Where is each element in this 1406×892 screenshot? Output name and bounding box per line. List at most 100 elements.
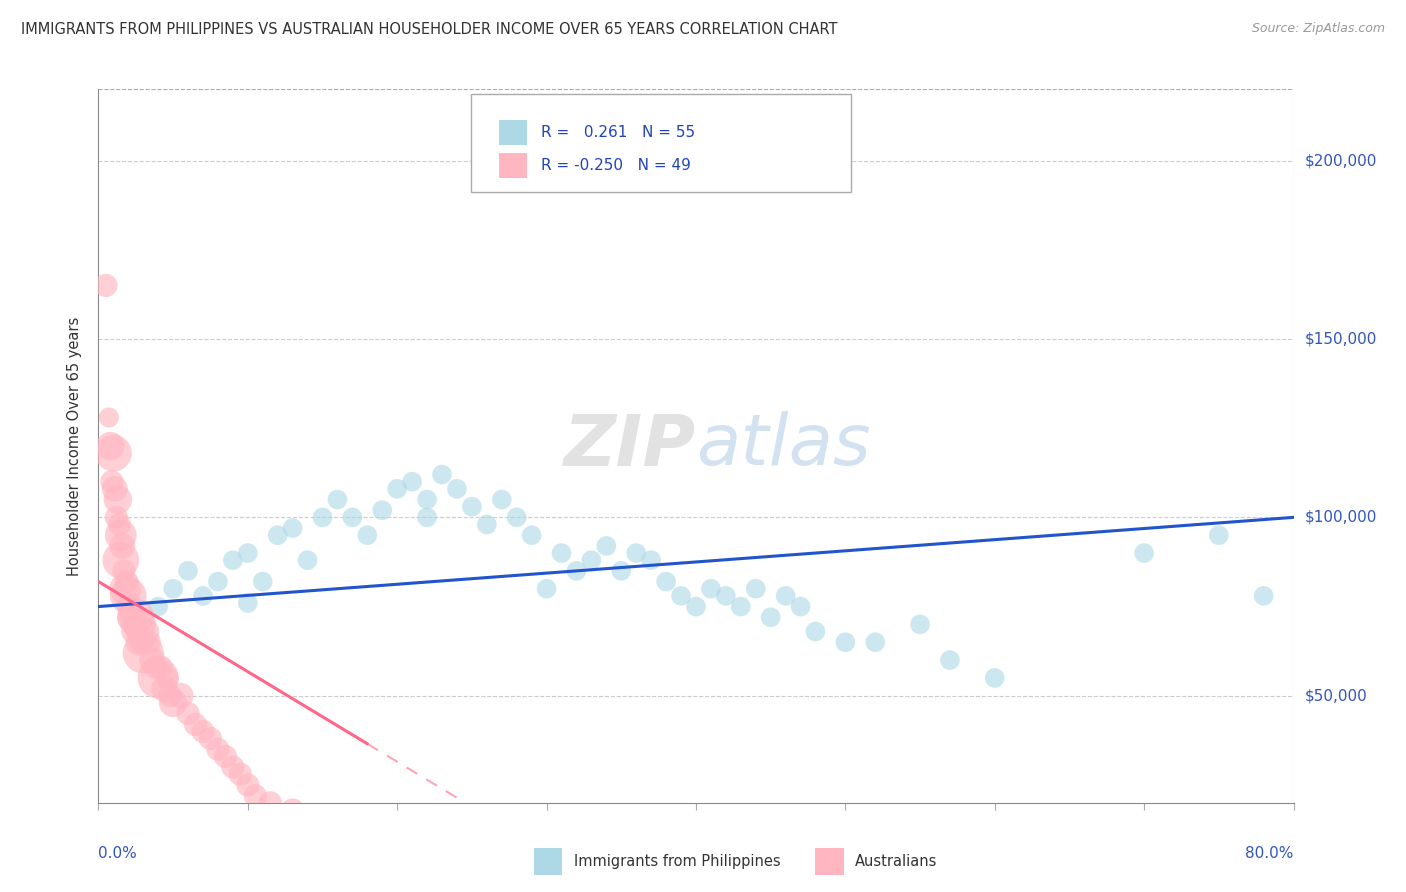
Point — [252, 574, 274, 589]
Point — [236, 596, 259, 610]
Point — [150, 660, 173, 674]
Point — [143, 660, 166, 674]
Point — [138, 635, 160, 649]
Point — [148, 671, 170, 685]
Point — [214, 749, 236, 764]
Point — [98, 439, 122, 453]
Point — [506, 510, 529, 524]
Point — [789, 599, 811, 614]
Text: $200,000: $200,000 — [1305, 153, 1376, 168]
Text: IMMIGRANTS FROM PHILIPPINES VS AUSTRALIAN HOUSEHOLDER INCOME OVER 65 YEARS CORRE: IMMIGRANTS FROM PHILIPPINES VS AUSTRALIA… — [21, 22, 838, 37]
Point — [153, 681, 176, 696]
Point — [222, 553, 245, 567]
Point — [700, 582, 723, 596]
Point — [94, 278, 117, 293]
Point — [245, 789, 267, 803]
Point — [416, 510, 439, 524]
Point — [640, 553, 662, 567]
Point — [236, 546, 259, 560]
Text: R = -0.250   N = 49: R = -0.250 N = 49 — [541, 158, 692, 172]
Point — [550, 546, 572, 560]
Text: $150,000: $150,000 — [1305, 332, 1376, 346]
Point — [520, 528, 543, 542]
Point — [141, 653, 163, 667]
Point — [101, 475, 124, 489]
Point — [112, 564, 135, 578]
Point — [669, 589, 692, 603]
Point — [162, 582, 184, 596]
Point — [565, 564, 588, 578]
Point — [128, 635, 150, 649]
Point — [475, 517, 498, 532]
Point — [229, 767, 252, 781]
Point — [97, 410, 120, 425]
Point — [1208, 528, 1230, 542]
Point — [222, 760, 245, 774]
Point — [281, 521, 304, 535]
Point — [385, 482, 409, 496]
Point — [103, 446, 125, 460]
Point — [655, 574, 678, 589]
Text: R =   0.261   N = 55: R = 0.261 N = 55 — [541, 125, 696, 139]
Point — [120, 610, 142, 624]
Point — [236, 778, 259, 792]
Point — [132, 646, 155, 660]
Point — [281, 803, 304, 817]
Point — [416, 492, 439, 507]
Point — [297, 553, 319, 567]
Point — [125, 610, 148, 624]
Point — [342, 510, 364, 524]
Point — [939, 653, 962, 667]
Point — [714, 589, 737, 603]
Point — [131, 635, 153, 649]
Point — [536, 582, 558, 596]
Point — [983, 671, 1005, 685]
Point — [127, 624, 149, 639]
Point — [191, 589, 214, 603]
Point — [110, 528, 132, 542]
Point — [159, 689, 181, 703]
Point — [200, 731, 222, 746]
Text: Source: ZipAtlas.com: Source: ZipAtlas.com — [1251, 22, 1385, 36]
Point — [804, 624, 827, 639]
Point — [356, 528, 378, 542]
Y-axis label: Householder Income Over 65 years: Householder Income Over 65 years — [67, 317, 83, 575]
Point — [685, 599, 707, 614]
Point — [446, 482, 468, 496]
Point — [118, 599, 141, 614]
Text: 80.0%: 80.0% — [1246, 846, 1294, 861]
Point — [461, 500, 484, 514]
Point — [117, 589, 139, 603]
Point — [207, 574, 229, 589]
Text: $100,000: $100,000 — [1305, 510, 1376, 524]
Point — [610, 564, 633, 578]
Point — [908, 617, 931, 632]
Point — [169, 689, 191, 703]
Point — [111, 539, 134, 553]
Point — [105, 510, 128, 524]
Point — [775, 589, 797, 603]
Point — [1133, 546, 1156, 560]
Point — [114, 582, 136, 596]
Point — [148, 599, 170, 614]
Point — [267, 528, 290, 542]
Point — [121, 617, 143, 632]
Point — [104, 482, 127, 496]
Point — [491, 492, 513, 507]
Point — [759, 610, 782, 624]
Point — [115, 574, 138, 589]
Point — [834, 635, 856, 649]
Text: ZIP: ZIP — [564, 411, 696, 481]
Text: 0.0%: 0.0% — [98, 846, 138, 861]
Text: $50,000: $50,000 — [1305, 689, 1368, 703]
Point — [156, 671, 179, 685]
Point — [124, 624, 146, 639]
Point — [1253, 589, 1275, 603]
Point — [311, 510, 333, 524]
Point — [162, 696, 184, 710]
Text: Immigrants from Philippines: Immigrants from Philippines — [574, 855, 780, 869]
Point — [595, 539, 617, 553]
Point — [581, 553, 603, 567]
Point — [730, 599, 752, 614]
Text: Australians: Australians — [855, 855, 938, 869]
